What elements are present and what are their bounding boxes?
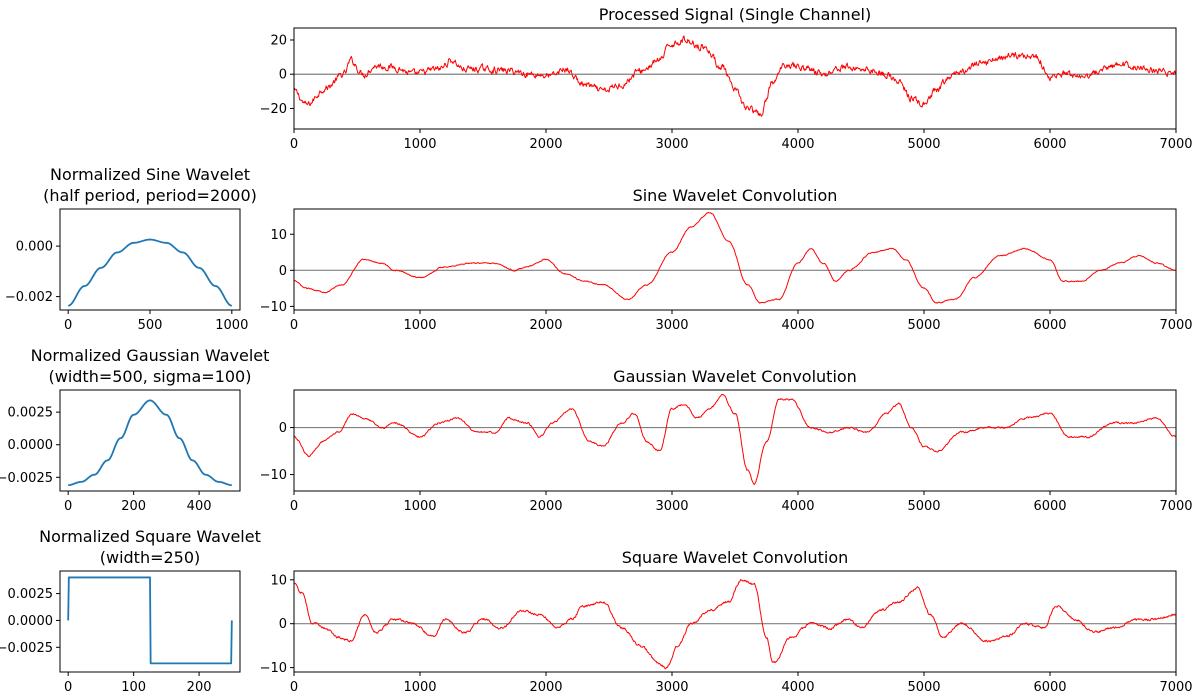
axes-frame <box>293 389 1177 492</box>
x-tick-label: 7000 <box>1159 318 1192 333</box>
chart-subtitle: (width=500, sigma=100) <box>49 367 252 386</box>
y-tick-label: −10 <box>260 468 287 483</box>
y-tick-label: 10 <box>270 228 287 243</box>
x-tick-label: 1000 <box>403 318 436 333</box>
x-tick-label: 7000 <box>1159 499 1192 514</box>
y-tick-label: −0.0025 <box>0 471 53 486</box>
y-tick-label: 20 <box>270 33 287 48</box>
x-tick-label: 4000 <box>781 680 814 695</box>
x-tick-label: 1000 <box>403 680 436 695</box>
axes-frame <box>59 389 241 492</box>
sine-convolution-chart: Sine Wavelet Convolution 0 1000 2000 3000 400… <box>260 186 1193 333</box>
x-tick-label: 4000 <box>781 137 814 152</box>
series-line <box>68 238 232 307</box>
series-line <box>67 576 233 665</box>
x-tick-label: 200 <box>187 680 212 695</box>
y-tick-label: 0.0000 <box>8 438 54 453</box>
x-tick-label: 4000 <box>781 318 814 333</box>
square-convolution-chart: Square Wavelet Convolution 0 1000 2000 3000 4… <box>260 548 1193 695</box>
chart-title: Gaussian Wavelet Convolution <box>613 367 857 386</box>
x-tick-label: 5000 <box>907 318 940 333</box>
x-tick-label: 1000 <box>403 137 436 152</box>
x-tick-label: 400 <box>187 499 212 514</box>
axes-frame <box>293 570 1177 673</box>
x-tick-label: 3000 <box>655 318 688 333</box>
chart-subtitle: (half period, period=2000) <box>43 186 257 205</box>
x-tick-label: 0 <box>64 318 72 333</box>
x-tick-label: 500 <box>138 318 163 333</box>
y-tick-label: 0 <box>279 421 287 436</box>
axes-frame <box>59 208 241 311</box>
gaussian-convolution-chart: Gaussian Wavelet Convolution 0 1000 2000 300… <box>260 367 1193 514</box>
x-tick-label: 6000 <box>1033 137 1066 152</box>
chart-title: Normalized Sine Wavelet <box>50 165 250 184</box>
chart-subtitle: (width=250) <box>100 548 201 567</box>
sine-wavelet-chart: Normalized Sine Wavelet (half period, per… <box>5 165 257 333</box>
x-tick-label: 6000 <box>1033 680 1066 695</box>
y-tick-label: 0 <box>279 617 287 632</box>
x-tick-label: 0 <box>290 318 298 333</box>
x-tick-label: 0 <box>64 499 72 514</box>
x-tick-label: 3000 <box>655 499 688 514</box>
x-tick-label: 2000 <box>529 318 562 333</box>
series-line <box>68 399 232 487</box>
chart-title: Sine Wavelet Convolution <box>633 186 838 205</box>
x-tick-label: 7000 <box>1159 137 1192 152</box>
x-tick-label: 5000 <box>907 499 940 514</box>
series-line <box>294 579 1176 670</box>
x-tick-label: 2000 <box>529 137 562 152</box>
x-tick-label: 2000 <box>529 499 562 514</box>
processed-signal-chart: Processed Signal (Single Channel) 0 1000 20… <box>260 5 1193 152</box>
square-wavelet-chart: Normalized Square Wavelet (width=250) 0 100… <box>0 527 261 695</box>
x-tick-label: 100 <box>121 680 146 695</box>
x-tick-label: 1000 <box>403 499 436 514</box>
chart-title: Normalized Gaussian Wavelet <box>31 346 270 365</box>
series-line <box>294 394 1176 485</box>
x-tick-label: 3000 <box>655 680 688 695</box>
x-tick-label: 0 <box>290 680 298 695</box>
x-tick-label: 200 <box>121 499 146 514</box>
x-tick-label: 6000 <box>1033 318 1066 333</box>
x-tick-label: 7000 <box>1159 680 1192 695</box>
x-tick-label: 0 <box>64 680 72 695</box>
x-tick-label: 0 <box>290 137 298 152</box>
gaussian-wavelet-chart: Normalized Gaussian Wavelet (width=500, s… <box>0 346 269 514</box>
series-line <box>294 211 1176 304</box>
y-tick-label: −10 <box>260 300 287 315</box>
y-tick-label: −20 <box>260 102 287 117</box>
x-tick-label: 4000 <box>781 499 814 514</box>
axes-frame <box>293 27 1177 130</box>
y-tick-label: 0.0025 <box>8 406 54 421</box>
x-tick-label: 5000 <box>907 137 940 152</box>
y-tick-label: −0.002 <box>5 290 53 305</box>
y-tick-label: 0 <box>279 68 287 83</box>
chart-title: Square Wavelet Convolution <box>622 548 849 567</box>
y-tick-label: 0.000 <box>16 240 53 255</box>
chart-title: Normalized Square Wavelet <box>39 527 261 546</box>
axes-frame <box>293 208 1177 311</box>
axes-frame <box>59 570 241 673</box>
x-tick-label: 3000 <box>655 137 688 152</box>
chart-title: Processed Signal (Single Channel) <box>599 5 871 24</box>
series-line <box>294 35 1176 117</box>
y-tick-label: 10 <box>270 573 287 588</box>
y-tick-label: 0.0000 <box>8 614 54 629</box>
x-tick-label: 6000 <box>1033 499 1066 514</box>
y-tick-label: −0.0025 <box>0 641 53 656</box>
x-tick-label: 1000 <box>215 318 248 333</box>
x-tick-label: 0 <box>290 499 298 514</box>
y-tick-label: −10 <box>260 661 287 676</box>
y-tick-label: 0.0025 <box>8 587 54 602</box>
x-tick-label: 2000 <box>529 680 562 695</box>
y-tick-label: 0 <box>279 264 287 279</box>
x-tick-label: 5000 <box>907 680 940 695</box>
